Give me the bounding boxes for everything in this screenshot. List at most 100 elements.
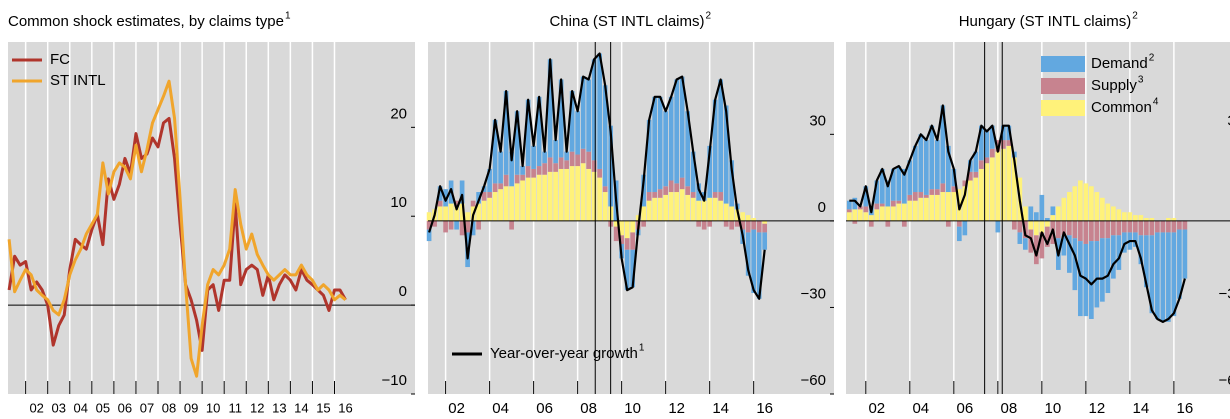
bar <box>912 200 918 221</box>
bar <box>564 168 569 221</box>
bar <box>542 163 547 175</box>
bar <box>586 79 591 152</box>
bar <box>1006 145 1012 221</box>
bar <box>890 200 896 207</box>
bar <box>1067 220 1072 236</box>
legend-label: ST INTL <box>50 72 106 89</box>
bar <box>437 186 443 201</box>
bar <box>907 200 913 221</box>
bar <box>1182 220 1188 230</box>
bar <box>1105 220 1111 239</box>
bar <box>1039 232 1045 259</box>
chart-title: Hungary (ST INTL claims) <box>959 13 1132 30</box>
bar <box>1166 220 1171 233</box>
bar <box>890 168 896 201</box>
bar <box>553 163 558 172</box>
bar <box>498 151 503 184</box>
bar <box>663 186 668 195</box>
bar <box>641 174 646 207</box>
bar <box>690 197 696 221</box>
bar <box>426 220 432 230</box>
bar <box>918 197 924 221</box>
bar <box>646 200 652 221</box>
bar <box>580 163 586 221</box>
bar <box>630 220 635 233</box>
bar <box>1160 220 1166 233</box>
bar <box>1083 183 1089 221</box>
bar <box>685 194 691 221</box>
bar <box>602 85 608 187</box>
bar <box>1017 220 1023 233</box>
bar <box>564 151 569 161</box>
bar <box>1089 186 1094 221</box>
y-tick-label: −10 <box>382 372 407 389</box>
x-tick-label: 08 <box>580 400 597 417</box>
bar <box>597 168 602 178</box>
bar <box>437 200 443 207</box>
legend-label: FC <box>50 51 70 68</box>
bar <box>1105 238 1111 294</box>
bar <box>503 174 509 187</box>
bar <box>718 200 724 221</box>
bar <box>569 91 575 152</box>
bar <box>1067 235 1072 273</box>
bar <box>487 168 492 193</box>
bar <box>940 183 946 193</box>
bar <box>1166 232 1171 322</box>
bar <box>575 111 580 155</box>
bar <box>707 145 713 198</box>
bar <box>1171 218 1177 221</box>
bar <box>542 174 547 221</box>
bar <box>1133 232 1138 247</box>
bar <box>586 168 591 221</box>
bar <box>514 174 520 184</box>
bar <box>1023 206 1028 221</box>
legend-swatch <box>1041 100 1085 116</box>
bar <box>487 192 492 198</box>
bar <box>1045 220 1050 227</box>
bar <box>1122 220 1127 233</box>
chart-title: Common shock estimates, by claims type <box>8 13 284 30</box>
bar <box>509 186 514 221</box>
bar <box>885 206 891 221</box>
superscript: 2 <box>1149 53 1155 64</box>
legend-swatch <box>1041 56 1085 72</box>
bar <box>1012 220 1017 230</box>
bar <box>1078 241 1083 317</box>
bar <box>995 151 1001 221</box>
bar <box>701 220 707 230</box>
bar <box>619 220 624 236</box>
y-tick-label: −60 <box>1219 372 1230 389</box>
x-tick-label: 10 <box>206 400 220 415</box>
bar <box>668 96 674 181</box>
bar <box>712 197 718 221</box>
bar <box>945 192 951 221</box>
bar <box>1050 215 1056 221</box>
bar <box>940 192 946 221</box>
bar <box>951 192 957 221</box>
bar <box>520 180 525 221</box>
x-tick-label: 08 <box>162 400 176 415</box>
bar <box>729 160 735 207</box>
bar <box>553 140 558 164</box>
line-series <box>849 104 1186 323</box>
bar <box>674 183 679 193</box>
bar <box>868 220 874 227</box>
bar <box>459 180 465 204</box>
bar <box>1012 157 1017 221</box>
bar <box>1034 235 1039 265</box>
bar <box>1122 232 1127 253</box>
x-tick-label: 13 <box>272 400 286 415</box>
superscript: 2 <box>1132 11 1138 22</box>
bar <box>575 154 580 167</box>
bar <box>1067 192 1072 221</box>
x-tick-label: 05 <box>96 400 110 415</box>
bar <box>745 232 751 276</box>
bar <box>989 148 995 158</box>
bar <box>674 79 679 184</box>
bar <box>558 157 564 169</box>
bar <box>492 192 498 221</box>
bar <box>995 140 1001 152</box>
bar <box>1034 212 1039 221</box>
bar <box>989 125 995 149</box>
